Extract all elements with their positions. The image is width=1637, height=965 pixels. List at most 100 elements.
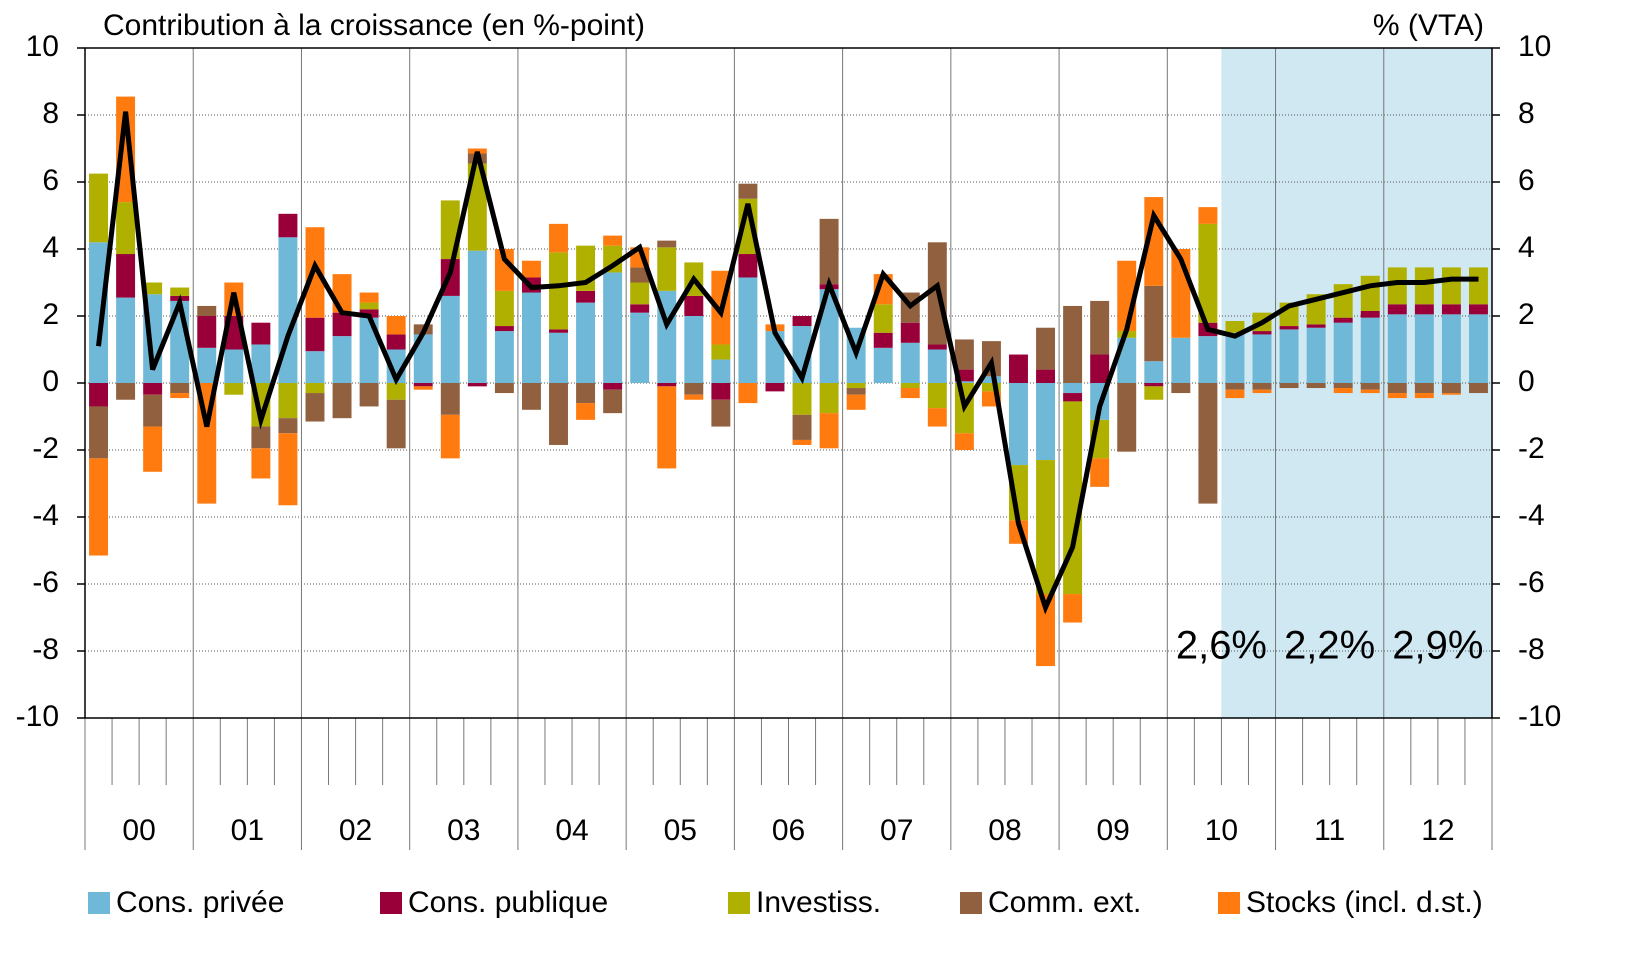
bar-segment [386, 383, 406, 400]
bar-segment [1144, 386, 1164, 400]
bar-segment [305, 383, 325, 394]
legend-label: Stocks (incl. d.st.) [1246, 886, 1483, 919]
bar-segment [413, 386, 433, 390]
bar-segment [1252, 383, 1272, 390]
y2-tick-label: 8 [1518, 97, 1535, 130]
bar-segment [1333, 383, 1353, 389]
bar-segment [711, 359, 731, 383]
y-tick-label: 2 [42, 298, 59, 331]
bar-segment [1225, 321, 1245, 333]
annotation: 2,6% [1176, 624, 1267, 668]
legend-swatch [728, 892, 750, 914]
bar-segment [521, 260, 541, 278]
bar-segment [1306, 383, 1326, 389]
bar-segment [251, 344, 271, 383]
bar-segment [1387, 383, 1407, 394]
bar-segment [846, 394, 866, 410]
bar-segment [494, 383, 514, 394]
bar-segment [1252, 331, 1272, 335]
bar-segment [792, 439, 812, 445]
bar-segment [1414, 383, 1434, 394]
bar-segment [1387, 267, 1407, 305]
bar-segment [1063, 594, 1083, 623]
bar-segment [143, 383, 163, 395]
bar-segment [1198, 223, 1218, 323]
bar-segment [1144, 383, 1164, 387]
x-tick-label: 04 [555, 814, 588, 847]
bar-segment [819, 289, 839, 383]
bar-segment [1036, 383, 1056, 461]
y-tick-label: 6 [42, 164, 59, 197]
bar-segment [386, 334, 406, 350]
bar-segment [467, 148, 487, 154]
bar-segment [1469, 267, 1488, 305]
bar-segment [1198, 336, 1218, 383]
bar-segment [1414, 304, 1434, 315]
bar-segment [1360, 383, 1380, 390]
bar-segment [89, 406, 108, 459]
bar-segment [819, 218, 839, 285]
bar-segment [440, 414, 460, 459]
bar-segment [1009, 383, 1028, 466]
bar-segment [359, 302, 379, 310]
bar-segment [846, 388, 866, 395]
bar-segment [1225, 389, 1245, 399]
bar-segment [413, 334, 433, 383]
bar-segment [1360, 317, 1380, 383]
bar-segment [738, 383, 758, 404]
bar-segment [657, 383, 677, 387]
bar-segment [792, 383, 812, 415]
bar-segment [305, 351, 325, 383]
bar-segment [954, 433, 974, 450]
y-tick-label: -8 [32, 633, 59, 666]
bar-segment [386, 316, 406, 335]
bar-segment [494, 290, 514, 327]
bar-segment [170, 393, 190, 399]
y2-tick-label: 10 [1518, 30, 1551, 63]
bar-segment [684, 383, 704, 395]
bar-segment [1387, 314, 1407, 383]
bar-segment [927, 408, 947, 427]
bar-segment [1036, 594, 1056, 667]
bar-segment [1144, 361, 1164, 383]
bar-segment [359, 317, 379, 383]
bar-segment [1441, 304, 1461, 315]
bar-segment [1333, 388, 1353, 394]
bar-segment [1252, 334, 1272, 383]
bar-segment [170, 287, 190, 296]
bar-segment [494, 249, 514, 291]
bar-segment [576, 290, 596, 303]
x-tick-label: 09 [1097, 814, 1130, 847]
bar-segment [1441, 314, 1461, 383]
bar-segment [927, 383, 947, 409]
bar-segment [332, 383, 352, 419]
bar-segment [359, 383, 379, 407]
bar-segment [197, 316, 217, 348]
y-tick-label: -2 [32, 432, 59, 465]
annotation: 2,9% [1392, 624, 1483, 668]
bar-segment [440, 383, 460, 415]
bar-segment [305, 317, 325, 352]
bar-segment [1171, 337, 1191, 383]
bar-segment [467, 163, 487, 251]
bar-segment [900, 388, 920, 399]
y2-tick-label: -2 [1518, 432, 1545, 465]
chart-title: Contribution à la croissance (en %-point… [103, 9, 645, 42]
bar-segment [981, 376, 1001, 383]
x-tick-label: 06 [772, 814, 805, 847]
x-tick-label: 07 [880, 814, 913, 847]
bar-segment [1441, 393, 1461, 395]
bar-segment [1306, 324, 1326, 328]
bar-segment [521, 383, 541, 410]
bar-segment [251, 426, 271, 449]
bar-segment [467, 383, 487, 387]
y-tick-label: 10 [26, 30, 59, 63]
y-tick-label: 8 [42, 97, 59, 130]
y2-tick-label: -10 [1518, 700, 1561, 733]
bar-segment [332, 274, 352, 313]
y2-tick-label: -8 [1518, 633, 1545, 666]
bar-segment [170, 383, 190, 394]
bar-segment [1090, 300, 1110, 355]
bar-segment [359, 292, 379, 303]
bar-segment [116, 383, 136, 400]
